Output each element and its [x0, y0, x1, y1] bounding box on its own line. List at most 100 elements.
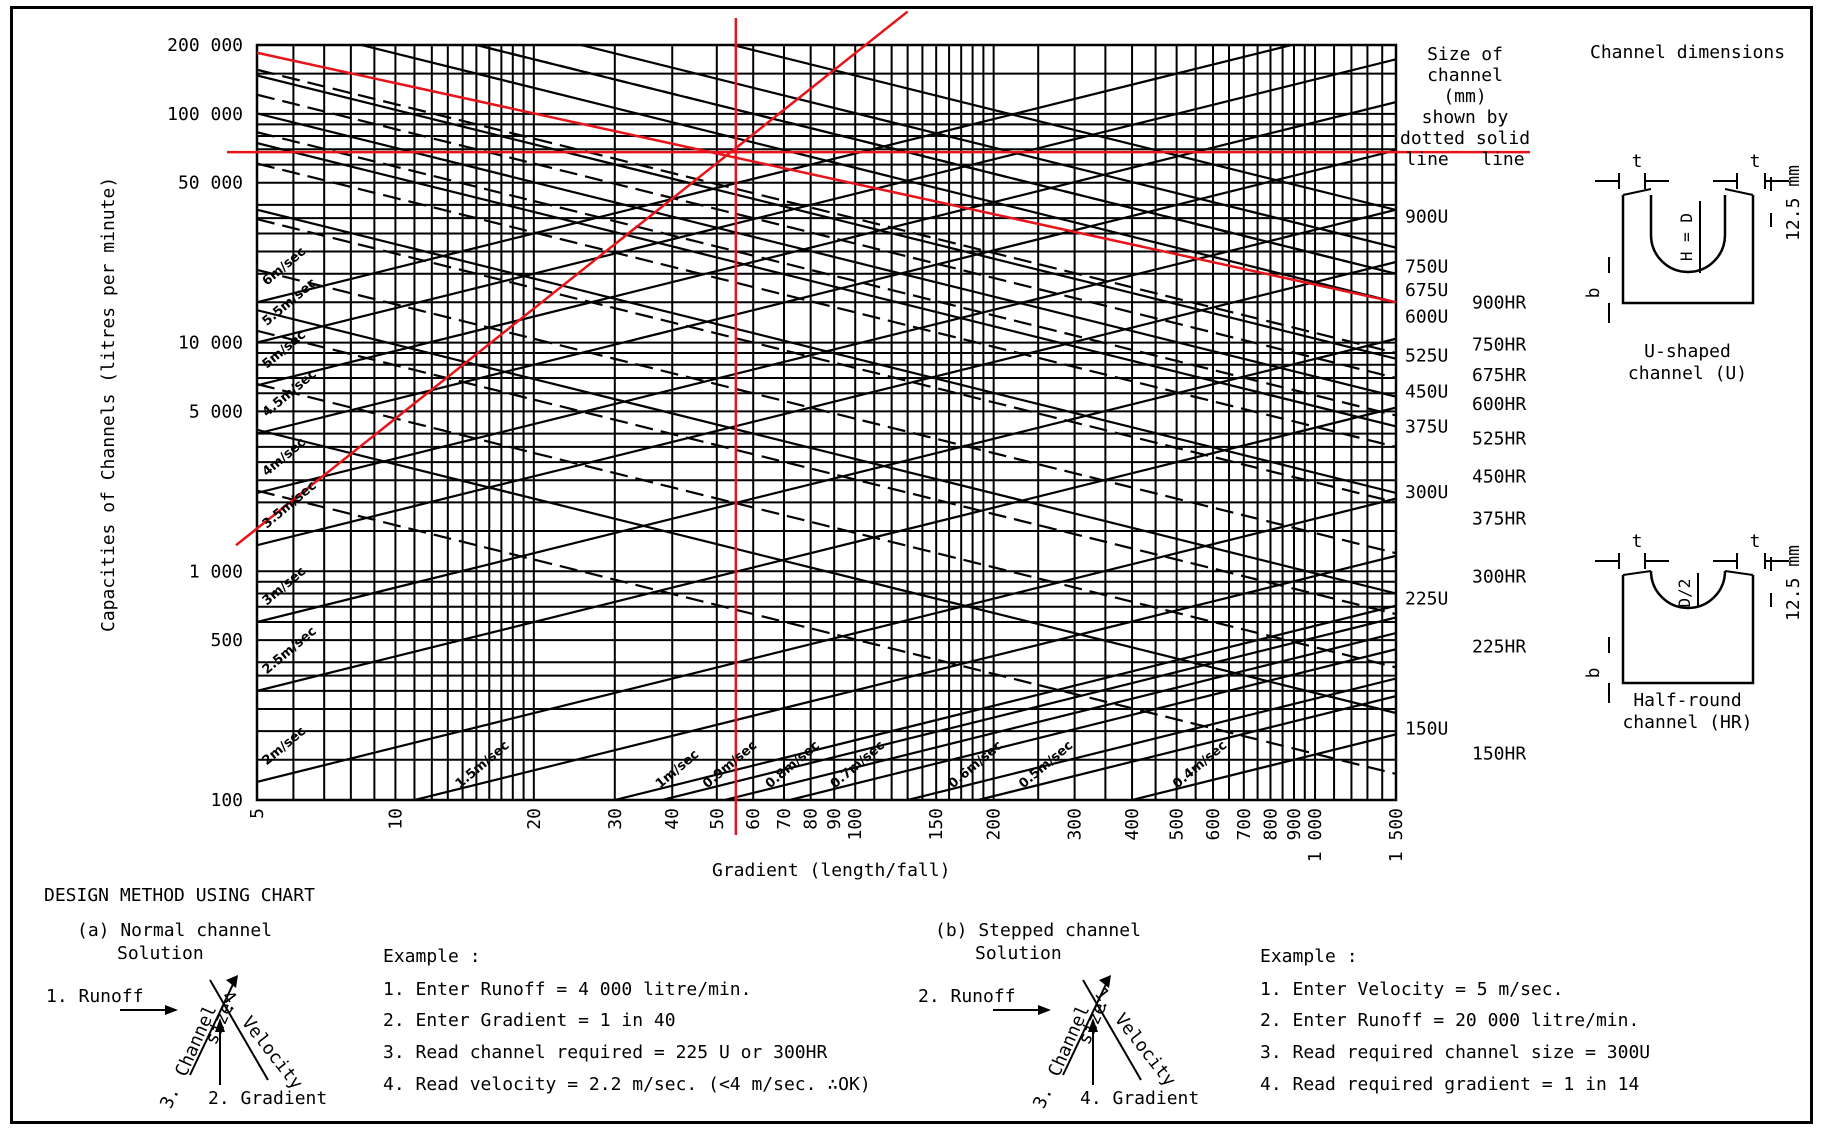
velocity-line	[257, 260, 1396, 547]
x-tick-label: 100	[845, 808, 866, 841]
b-label: b	[1583, 668, 1604, 679]
velocity-line	[657, 616, 1396, 800]
y-tick-label: 1 000	[189, 561, 243, 582]
velocity-stroke	[209, 979, 269, 1081]
stepped-gradient-label: 4. Gradient	[1080, 1088, 1200, 1109]
normal-channel-heading: (a) Normal channel	[77, 920, 273, 941]
arrow-head	[165, 1005, 178, 1015]
hr-size-label: 225HR	[1472, 636, 1526, 657]
x-tick-label: 10	[385, 808, 406, 830]
u-channel-line	[257, 428, 1396, 715]
plot-border	[255, 43, 1398, 802]
normal-step: 1. Enter Runoff = 4 000 litre/min.	[383, 979, 752, 1000]
hr-channel-line	[257, 93, 1396, 380]
x-tick-label: 50	[707, 808, 728, 830]
u-size-label: 525U	[1405, 345, 1448, 366]
hr-channel-line	[471, 45, 1396, 275]
y-tick-label: 5 000	[189, 401, 243, 422]
t-label: t	[1632, 151, 1643, 172]
hr-size-label: 300HR	[1472, 566, 1526, 587]
u-channel-caption: channel (U)	[1627, 363, 1748, 384]
red-diagonal-up-line	[235, 10, 909, 547]
legend-heading: Size of channel (mm) shown by dotted sol…	[1400, 44, 1530, 170]
design-method-heading: DESIGN METHOD USING CHART	[44, 885, 315, 906]
x-tick-label: 30	[605, 808, 626, 830]
u-size-label: 150U	[1405, 719, 1448, 740]
x-tick-label: 1 500	[1386, 808, 1407, 862]
stepped-channel-heading: (b) Stepped channel	[935, 920, 1141, 941]
x-tick-label: 60	[743, 808, 764, 830]
hr-size-label: 525HR	[1472, 429, 1526, 450]
normal-step: 2. Enter Gradient = 1 in 40	[383, 1010, 676, 1031]
u-size-label: 900U	[1405, 207, 1448, 228]
velocity-line	[257, 58, 1396, 344]
channel-top-edge	[1724, 188, 1754, 196]
velocity-line	[610, 604, 1396, 800]
depth-label: H = D	[1677, 213, 1696, 261]
x-tick-label: 500	[1167, 808, 1188, 841]
y-tick-label: 100 000	[167, 104, 243, 125]
stepped-runoff-label: 2. Runoff	[918, 986, 1016, 1007]
hr-channel-line	[257, 131, 1396, 417]
normal-step: 3. Read channel required = 225 U or 300H…	[383, 1042, 828, 1063]
hr-size-label: 150HR	[1472, 743, 1526, 764]
velocity-line	[257, 337, 1396, 624]
stepped-step: 1. Enter Velocity = 5 m/sec.	[1260, 979, 1564, 1000]
size-stroke	[189, 979, 236, 1076]
x-tick-label: 300	[1065, 808, 1086, 841]
arrow-head	[1099, 975, 1111, 988]
hr-channel-line	[257, 383, 1396, 669]
hr-channel-line	[257, 218, 1396, 504]
u-channel-line	[257, 112, 1396, 398]
legend-heading-line: line line	[1405, 149, 1525, 170]
u-channel-profile	[1649, 195, 1727, 274]
hr-size-label: 375HR	[1472, 509, 1526, 530]
u-size-label: 300U	[1405, 482, 1448, 503]
hr-size-label: 675HR	[1472, 365, 1526, 386]
u-channel-line	[257, 74, 1396, 360]
y-tick-label: 100	[210, 790, 243, 811]
legend-heading-line: dotted solid	[1400, 128, 1531, 149]
normal-example-title: Example :	[383, 946, 481, 967]
x-axis-label: Gradient (length/fall)	[712, 860, 951, 881]
chart-label-layer: 6m/sec5.5m/sec5m/sec4.5m/sec4m/sec3.5m/s…	[167, 35, 1526, 862]
stepped-example-title: Example :	[1260, 946, 1358, 967]
channel-top-edge	[1724, 570, 1754, 576]
u-channel-caption: U-shaped	[1644, 341, 1731, 362]
velocity-label: 4m/sec	[260, 435, 309, 480]
y-axis-label: Capacities of Channels (litres per minut…	[98, 176, 119, 632]
hr-size-label: 750HR	[1472, 335, 1526, 356]
stepped-step: 4. Read required gradient = 1 in 14	[1260, 1074, 1640, 1095]
u-channel-line	[356, 45, 1396, 304]
stepped-step: 3. Read required channel size = 300U	[1260, 1042, 1651, 1063]
x-tick-label: 800	[1260, 808, 1281, 841]
x-tick-label: 1 000	[1305, 808, 1326, 862]
x-tick-label: 40	[662, 808, 683, 830]
hr-size-label: 450HR	[1472, 466, 1526, 487]
t-label: t	[1750, 151, 1761, 172]
velocity-line	[257, 101, 1396, 387]
u-size-label: 600U	[1405, 307, 1448, 328]
t-label: t	[1750, 531, 1761, 552]
velocity-line	[720, 631, 1396, 800]
hr-channel-profile	[1649, 570, 1727, 610]
red-overlay-layer	[227, 10, 1530, 835]
x-tick-label: 20	[524, 808, 545, 830]
t-label: t	[1632, 531, 1643, 552]
x-tick-label: 80	[801, 808, 822, 830]
hr-channel-caption: channel (HR)	[1622, 712, 1753, 733]
normal-channel-subheading: Solution	[117, 943, 204, 964]
normal-runoff-label: 1. Runoff	[46, 986, 144, 1007]
arrow-head	[1088, 1018, 1098, 1032]
hr-channel-line	[257, 489, 1396, 776]
legend-heading-line: shown by	[1421, 107, 1509, 128]
x-tick-label: 200	[984, 808, 1005, 841]
normal-step: 4. Read velocity = 2.2 m/sec. (<4 m/sec.…	[383, 1074, 871, 1095]
velocity-line	[257, 149, 1396, 435]
stepped-step: 2. Enter Runoff = 20 000 litre/min.	[1260, 1010, 1640, 1031]
velocity-line	[1127, 733, 1396, 800]
stepped-channel-subheading: Solution	[975, 943, 1062, 964]
hr-size-label: 600HR	[1472, 394, 1526, 415]
size-stroke	[1062, 979, 1109, 1076]
legend-heading-line: Size of	[1427, 44, 1503, 65]
